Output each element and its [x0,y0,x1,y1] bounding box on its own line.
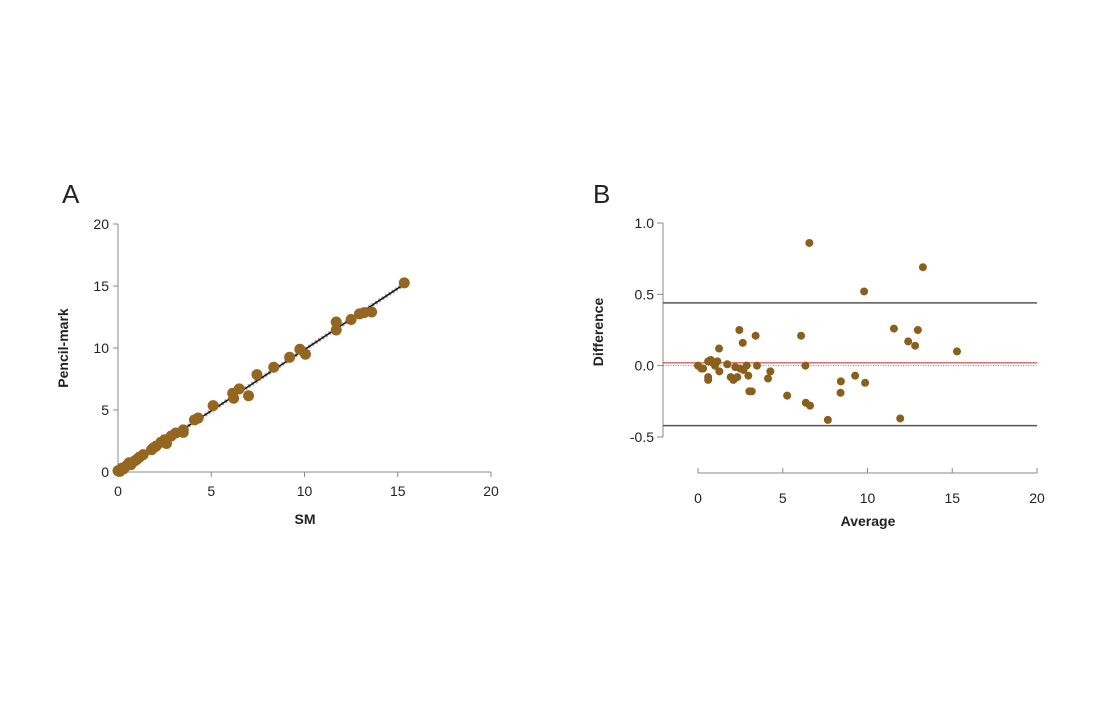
panel-b-y-tick-label: 0.0 [635,358,655,374]
panel-b-data-point [747,387,756,396]
panel-b: B Average Difference 0 5 10 15 20 -0.5 0.0 0.5 1… [590,179,1045,529]
panel-b-data-point [801,361,810,370]
panel-b-data-point [913,326,922,334]
panel-a-data-point [228,392,240,404]
panel-a-y-tick-label: 0 [101,464,109,480]
panel-a-data-point [207,400,219,412]
panel-b-y-axis-label: Difference [590,298,606,367]
panel-b-label: B [593,179,610,209]
panel-b-x-axis-label: Average [841,513,896,529]
panel-a-data-point [177,426,189,438]
panel-b-data-point [805,238,814,247]
panel-a-data-point [398,277,410,289]
panel-a-y-tick-label: 10 [93,340,109,356]
panel-b-data-point [836,388,845,397]
panel-a-y-axis-label: Pencil-mark [55,308,71,388]
panel-b-data-point [733,373,742,382]
panel-a-data-point [243,390,255,402]
panel-b-data-point [904,337,913,346]
panel-a-data-point [345,313,357,325]
panel-a-x-tick-label: 15 [390,483,406,499]
panel-b-data-point [742,361,751,370]
panel-b-data-point [823,415,832,424]
panel-b-data-point [861,378,870,387]
panel-a-data-point [330,324,342,336]
panel-b-data-point [699,364,708,373]
panel-b-y-tick-label: -0.5 [630,429,654,445]
panel-a-x-tick-label: 20 [483,483,499,499]
panel-b-data-point [744,371,753,380]
panel-b-data-point [723,360,732,369]
panel-b-data-point [764,374,773,383]
panel-b-data-point [952,347,961,356]
panel-a-data-point [251,369,263,381]
panel-b-data-point [896,414,905,423]
panel-a-data-point [268,361,280,373]
panel-b-y-tick-label: 1.0 [635,215,655,231]
panel-a-label: A [62,179,80,209]
panel-b-x-tick-label: 15 [944,490,960,506]
panel-a-y-tick-label: 15 [93,278,109,294]
panel-b-x-tick-label: 10 [860,490,876,506]
panel-b-x-tick-label: 5 [779,490,787,506]
panel-a-data-point [192,412,204,424]
panel-b-data-point [783,391,792,400]
panel-b-data-point [806,401,815,410]
panel-b-data-point [766,367,775,376]
panel-a-x-tick-label: 0 [114,483,122,499]
panel-a-data-point [137,449,149,461]
panel-a: A SM Pencil-mark 0 5 10 15 20 0 5 10 15 20 [55,179,499,527]
panel-b-x-tick-label: 0 [694,490,702,506]
panel-b-data-point [797,331,806,340]
panel-b-data-point [713,357,722,366]
panel-a-x-axis-label: SM [295,511,316,527]
panel-b-data-point [704,375,713,384]
panel-b-data-point [836,377,845,386]
panel-a-y-tick-label: 20 [93,216,109,232]
panel-b-data-point [738,338,747,347]
panel-b-data-point [752,361,761,370]
panel-b-data-point [889,324,898,333]
panel-b-data-point [918,263,927,272]
panel-a-y-tick-label: 5 [101,402,109,418]
panel-b-data-point [851,371,860,380]
panel-b-data-point [715,344,724,353]
panel-a-data-point [330,316,342,328]
panel-a-data-point [366,306,378,318]
panel-a-data-point [299,348,311,360]
panel-a-x-tick-label: 5 [207,483,215,499]
panel-a-data-point [233,383,245,395]
panel-b-x-tick-label: 20 [1029,490,1045,506]
panel-b-data-point [911,341,920,350]
panel-b-data-point [751,331,760,340]
panel-b-data-point [860,287,869,296]
panel-a-data-point [284,351,296,363]
panel-b-data-point [735,326,744,334]
panel-b-y-tick-label: 0.5 [635,286,655,302]
panel-b-data-point [715,367,724,376]
panel-a-x-tick-label: 10 [297,483,313,499]
